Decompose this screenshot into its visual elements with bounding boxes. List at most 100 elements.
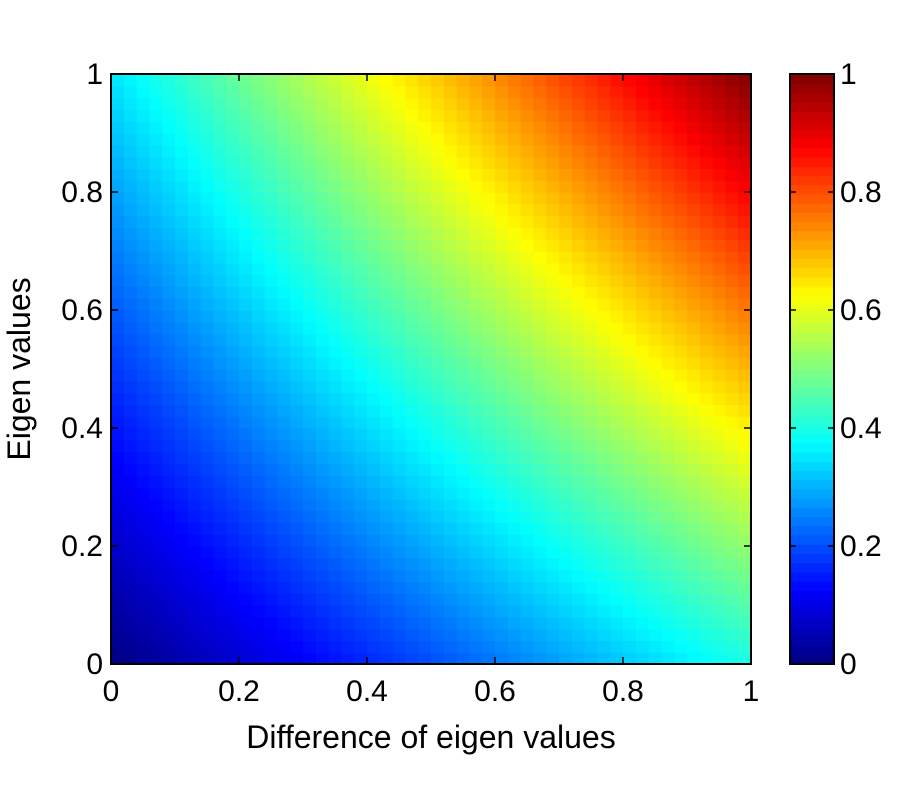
heatmap-cell: [316, 98, 329, 110]
heatmap-cell: [354, 369, 367, 381]
heatmap-cell: [124, 345, 137, 357]
heatmap-cell: [316, 109, 329, 121]
heatmap-cell: [725, 275, 738, 287]
heatmap-cell: [597, 570, 610, 582]
heatmap-cell: [137, 180, 150, 192]
heatmap-cell: [674, 286, 687, 298]
heatmap-cell: [725, 487, 738, 499]
heatmap-cell: [585, 558, 598, 570]
heatmap-cell: [649, 216, 662, 228]
heatmap-cell: [252, 428, 265, 440]
heatmap-cell: [393, 168, 406, 180]
heatmap-cell: [252, 133, 265, 145]
heatmap-cell: [137, 511, 150, 523]
heatmap-cell: [444, 499, 457, 511]
heatmap-cell: [137, 593, 150, 605]
heatmap-cell: [239, 522, 252, 534]
heatmap-cell: [265, 522, 278, 534]
heatmap-cell: [649, 121, 662, 133]
x-tick-label: 0: [103, 675, 120, 708]
heatmap-cell: [495, 74, 508, 86]
heatmap-cell: [137, 416, 150, 428]
heatmap-cell: [661, 416, 674, 428]
heatmap-cell: [405, 416, 418, 428]
heatmap-cell: [303, 546, 316, 558]
heatmap-cell: [713, 298, 726, 310]
heatmap-cell: [354, 192, 367, 204]
heatmap-cell: [137, 286, 150, 298]
heatmap-cell: [661, 381, 674, 393]
heatmap-cell: [316, 463, 329, 475]
heatmap-cell: [367, 463, 380, 475]
heatmap-cell: [354, 511, 367, 523]
heatmap-cell: [418, 157, 431, 169]
heatmap-cell: [700, 345, 713, 357]
heatmap-cell: [316, 452, 329, 464]
heatmap-cell: [226, 629, 239, 641]
heatmap-cell: [636, 463, 649, 475]
heatmap-cell: [725, 381, 738, 393]
heatmap-cell: [418, 617, 431, 629]
heatmap-cell: [188, 133, 201, 145]
heatmap-cell: [623, 121, 636, 133]
heatmap-cell: [354, 227, 367, 239]
heatmap-cell: [713, 581, 726, 593]
heatmap-cell: [572, 298, 585, 310]
heatmap-cell: [700, 617, 713, 629]
heatmap-cell: [149, 345, 162, 357]
heatmap-cell: [393, 593, 406, 605]
heatmap-cell: [495, 239, 508, 251]
heatmap-cell: [393, 275, 406, 287]
heatmap-cell: [533, 570, 546, 582]
heatmap-cell: [495, 393, 508, 405]
heatmap-cell: [572, 275, 585, 287]
heatmap-cell: [457, 239, 470, 251]
heatmap-cell: [277, 239, 290, 251]
heatmap-cell: [559, 216, 572, 228]
heatmap-cell: [738, 487, 751, 499]
heatmap-cell: [175, 404, 188, 416]
heatmap-cell: [546, 74, 559, 86]
heatmap-cell: [341, 275, 354, 287]
heatmap-cell: [226, 404, 239, 416]
heatmap-cell: [393, 428, 406, 440]
heatmap-cell: [367, 180, 380, 192]
colorbar-segment: [790, 434, 834, 444]
heatmap-cell: [277, 322, 290, 334]
heatmap-cell: [277, 357, 290, 369]
heatmap-cell: [597, 310, 610, 322]
heatmap-cell: [201, 629, 214, 641]
heatmap-cell: [482, 605, 495, 617]
heatmap-cell: [444, 393, 457, 405]
colorbar-segment: [790, 277, 834, 287]
heatmap-cell: [610, 428, 623, 440]
x-tick-label: 0.8: [602, 675, 644, 708]
heatmap-cell: [482, 109, 495, 121]
heatmap-cell: [226, 393, 239, 405]
heatmap-cell: [713, 605, 726, 617]
heatmap-cell: [597, 629, 610, 641]
heatmap-cell: [636, 522, 649, 534]
heatmap-cell: [111, 192, 124, 204]
heatmap-cell: [444, 216, 457, 228]
heatmap-cell: [661, 593, 674, 605]
heatmap-cell: [687, 570, 700, 582]
heatmap-cell: [316, 86, 329, 98]
heatmap-cell: [585, 546, 598, 558]
heatmap-cell: [444, 74, 457, 86]
heatmap-cell: [380, 404, 393, 416]
heatmap-cell: [149, 629, 162, 641]
colorbar-segment: [790, 424, 834, 434]
heatmap-cell: [277, 581, 290, 593]
heatmap-cell: [444, 322, 457, 334]
heatmap-cell: [316, 369, 329, 381]
heatmap-cell: [469, 617, 482, 629]
heatmap-cell: [610, 640, 623, 652]
heatmap-cell: [674, 605, 687, 617]
heatmap-cell: [546, 192, 559, 204]
heatmap-cell: [252, 275, 265, 287]
heatmap-cell: [354, 416, 367, 428]
heatmap-cell: [252, 216, 265, 228]
colorbar-segment: [790, 489, 834, 499]
heatmap-cell: [162, 133, 175, 145]
